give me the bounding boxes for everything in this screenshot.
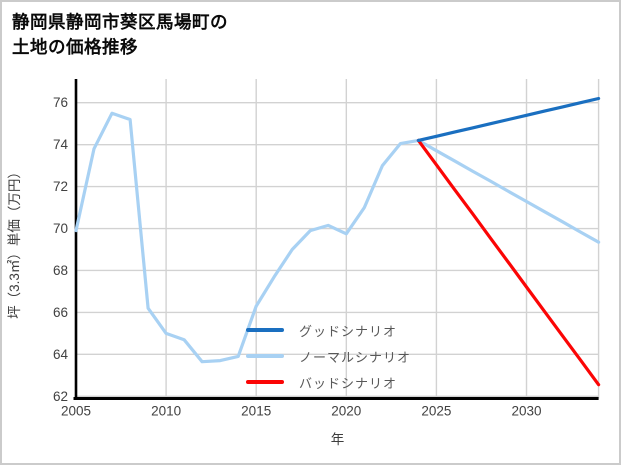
y-tick-label: 64 [53, 347, 69, 362]
x-tick-label: 2005 [61, 404, 91, 419]
legend-label: グッドシナリオ [299, 323, 398, 339]
y-tick-label: 66 [53, 305, 68, 320]
y-tick-label: 62 [53, 389, 68, 404]
y-tick-label: 70 [53, 221, 68, 236]
y-tick-label: 72 [53, 179, 68, 194]
y-tick-label: 74 [53, 137, 69, 152]
y-tick-label: 68 [53, 263, 68, 278]
legend-row: グッドシナリオ [246, 317, 411, 343]
legend-line-marker [246, 328, 284, 332]
x-tick-label: 2010 [151, 404, 181, 419]
legend-label: ノーマルシナリオ [299, 349, 412, 365]
chart-title-line2: 土地の価格推移 [12, 37, 138, 57]
legend-line-marker [246, 354, 284, 358]
legend-line-marker [246, 380, 284, 384]
chart-title-line1: 静岡県静岡市葵区馬場町の [12, 12, 228, 32]
series-line-ノーマルシナリオ [74, 111, 601, 364]
legend: グッドシナリオ ノーマルシナリオ バッドシナリオ [246, 317, 411, 395]
legend-row: ノーマルシナリオ [246, 343, 411, 369]
chart-title: 静岡県静岡市葵区馬場町の 土地の価格推移 [12, 10, 228, 60]
legend-label: バッドシナリオ [299, 375, 398, 391]
x-tick-label: 2020 [331, 404, 361, 419]
series-line-バッドシナリオ [416, 138, 601, 387]
y-axis-label: 坪（3.3㎡）単価（万円） [7, 165, 22, 319]
x-tick-label: 2015 [241, 404, 271, 419]
series-line-グッドシナリオ [416, 96, 601, 142]
x-tick-label: 2030 [511, 404, 541, 419]
legend-row: バッドシナリオ [246, 369, 411, 395]
y-tick-label: 76 [53, 95, 68, 110]
x-axis-label: 年 [330, 432, 345, 447]
x-tick-label: 2025 [421, 404, 451, 419]
